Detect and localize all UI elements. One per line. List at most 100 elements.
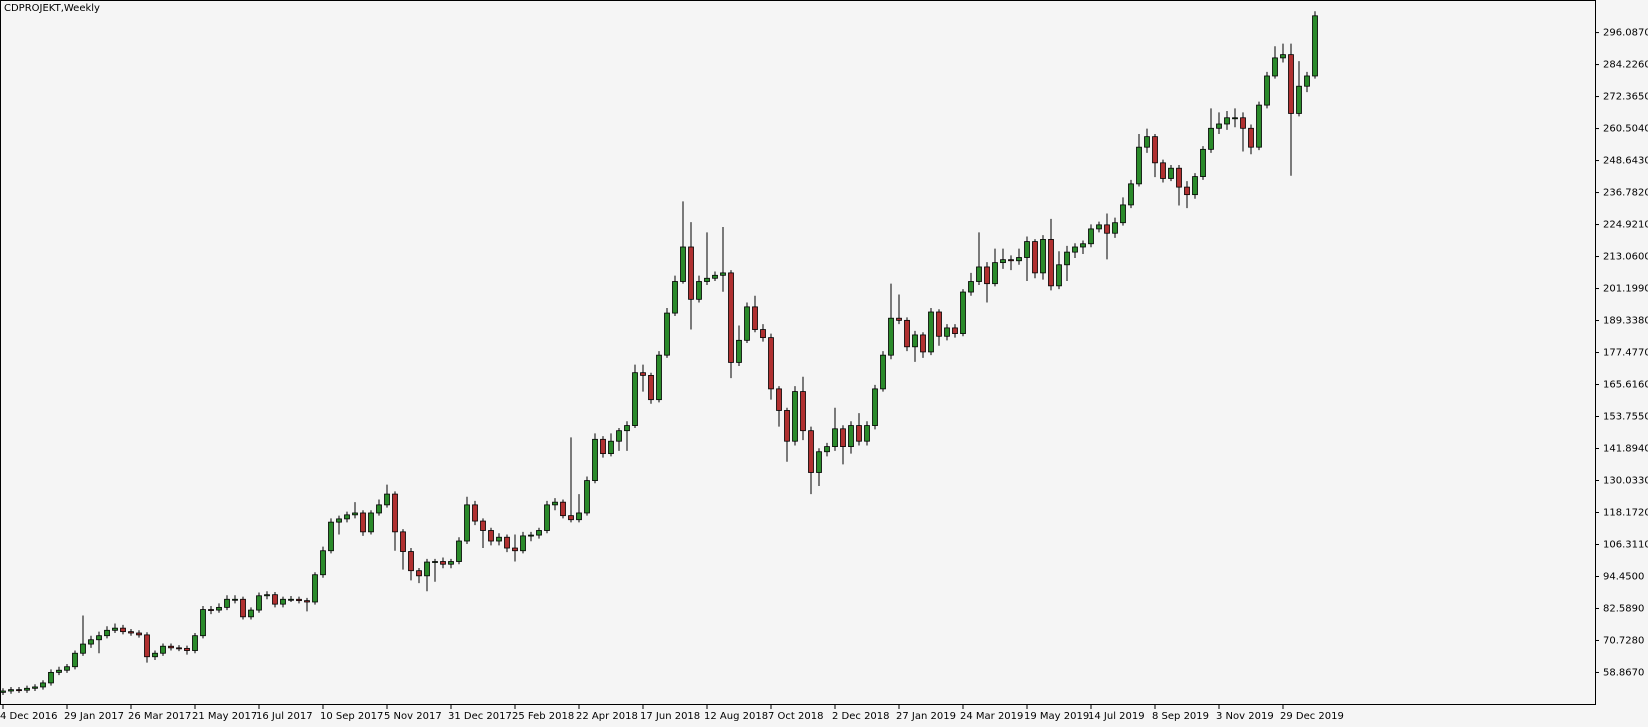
candle-body (976, 266, 982, 282)
candle-body (560, 501, 566, 517)
x-tick-label: 10 Sep 2017 (320, 711, 383, 722)
candle-body (304, 600, 310, 603)
candle-body (800, 391, 806, 432)
candle-body (928, 311, 934, 353)
candle-body (288, 598, 294, 601)
candle-body (744, 306, 750, 341)
candle-body (568, 515, 574, 521)
candle-body (968, 281, 974, 293)
candle-body (8, 689, 14, 692)
candle-body (592, 438, 598, 481)
candle-body (1152, 136, 1158, 164)
x-tick-label: 25 Feb 2018 (512, 711, 574, 722)
candle-body (120, 627, 126, 633)
candle-body (128, 631, 134, 634)
candle-body (520, 535, 526, 552)
candle-body (488, 530, 494, 542)
candle-body (456, 540, 462, 562)
candle-body (1248, 127, 1254, 148)
candle-body (872, 388, 878, 426)
candle-body (896, 317, 902, 321)
y-tick-label: 177.4770 (1603, 348, 1648, 359)
y-tick-label: 201.1990 (1603, 284, 1648, 295)
candle-body (656, 354, 662, 401)
candle-body (80, 643, 86, 654)
candle-body (712, 274, 718, 279)
x-tick-label: 16 Jul 2017 (256, 711, 313, 722)
y-tick-label: 248.6430 (1603, 156, 1648, 167)
candle-body (344, 514, 350, 520)
candle-body (1096, 224, 1102, 230)
x-tick-label: 2 Dec 2018 (832, 711, 890, 722)
candle-body (1088, 228, 1094, 245)
candle-body (1120, 204, 1126, 224)
candle-body (944, 327, 950, 337)
candle-body (952, 327, 958, 334)
candle-body (272, 594, 278, 605)
candle-body (1056, 264, 1062, 287)
candle-body (552, 501, 558, 506)
candle-body (1136, 146, 1142, 185)
candle-body (1224, 117, 1230, 125)
candle-body (696, 281, 702, 300)
y-tick-label: 213.0600 (1603, 252, 1648, 263)
candle-body (336, 518, 342, 523)
candle-body (856, 425, 862, 442)
candle-body (480, 520, 486, 531)
candle-body (184, 647, 190, 651)
candle-body (1024, 241, 1030, 258)
candle-body (368, 512, 374, 533)
y-tick-label: 141.8940 (1603, 444, 1648, 455)
candle-body (152, 652, 158, 658)
x-tick-label: 29 Dec 2019 (1280, 711, 1344, 722)
candle-body (752, 306, 758, 330)
candle-body (760, 329, 766, 339)
y-tick-label: 165.6160 (1603, 380, 1648, 391)
candle-body (1232, 117, 1238, 120)
candle-body (832, 428, 838, 448)
candle-body (960, 291, 966, 334)
x-tick-label: 29 Jan 2017 (64, 711, 124, 722)
candle-body (312, 574, 318, 603)
candle-body (1312, 15, 1318, 77)
candle-body (1168, 167, 1174, 179)
candle-body (464, 504, 470, 542)
candle-body (816, 451, 822, 473)
candle-body (1000, 259, 1006, 264)
candle-body (96, 635, 102, 641)
candle-body (216, 606, 222, 611)
candle-body (352, 512, 358, 516)
candle-body (1184, 186, 1190, 196)
candle-body (1296, 85, 1302, 114)
candle-body (1064, 251, 1070, 266)
x-tick-label: 26 Mar 2017 (128, 711, 191, 722)
candle-body (448, 561, 454, 565)
candle-body (840, 428, 846, 448)
candle-body (0, 690, 6, 693)
candle-body (1272, 57, 1278, 77)
y-tick-label: 58.8670 (1603, 667, 1644, 678)
candle-body (912, 334, 918, 348)
candle-body (88, 639, 94, 645)
candle-body (264, 594, 270, 597)
candle-body (240, 598, 246, 618)
y-tick-label: 284.2260 (1603, 60, 1648, 71)
candle-body (1192, 176, 1198, 196)
candle-body (1200, 148, 1206, 177)
candle-body (416, 570, 422, 577)
candle-body (1176, 167, 1182, 188)
candle-body (224, 598, 230, 608)
y-tick-label: 260.5040 (1603, 124, 1648, 135)
candle-body (1304, 75, 1310, 87)
candle-body (1160, 162, 1166, 179)
candle-body (1080, 243, 1086, 248)
candle-body (664, 312, 670, 356)
candle-body (512, 547, 518, 552)
candle-body (504, 536, 510, 549)
candle-body (536, 530, 542, 536)
y-tick-label: 272.3650 (1603, 92, 1648, 103)
candle-body (720, 272, 726, 276)
candle-body (320, 550, 326, 576)
candle-body (544, 504, 550, 531)
